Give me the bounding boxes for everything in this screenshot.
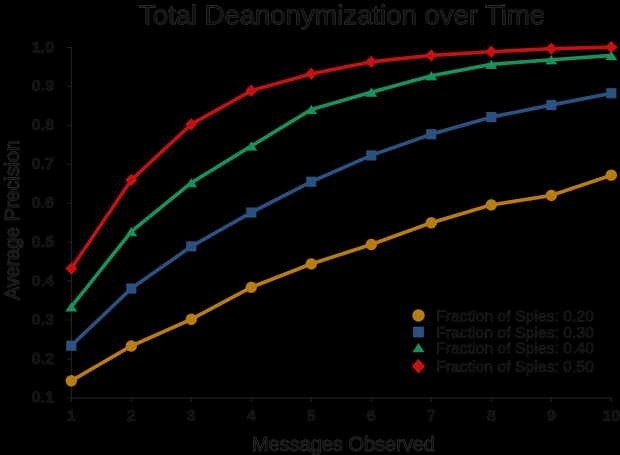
svg-text:0.2: 0.2 <box>32 351 54 368</box>
svg-text:5: 5 <box>307 408 316 425</box>
svg-text:9: 9 <box>547 408 556 425</box>
svg-text:4: 4 <box>247 408 256 425</box>
svg-text:Fraction of Spies: 0.40: Fraction of Spies: 0.40 <box>436 341 594 358</box>
svg-text:6: 6 <box>367 408 376 425</box>
svg-text:Messages Observed: Messages Observed <box>252 434 435 455</box>
svg-text:0.3: 0.3 <box>32 312 54 329</box>
svg-text:0.4: 0.4 <box>32 273 54 290</box>
svg-text:Average Precision: Average Precision <box>2 140 24 300</box>
svg-text:0.9: 0.9 <box>32 78 54 95</box>
svg-text:0.6: 0.6 <box>32 195 54 212</box>
svg-text:Fraction of Spies: 0.20: Fraction of Spies: 0.20 <box>436 309 594 326</box>
svg-text:10: 10 <box>602 408 620 425</box>
svg-text:0.5: 0.5 <box>32 234 54 251</box>
svg-text:0.8: 0.8 <box>32 117 54 134</box>
svg-text:0.7: 0.7 <box>32 156 54 173</box>
svg-text:1: 1 <box>67 408 76 425</box>
svg-text:3: 3 <box>187 408 196 425</box>
svg-text:7: 7 <box>427 408 436 425</box>
svg-text:1.0: 1.0 <box>32 39 54 56</box>
svg-text:Fraction of Spies: 0.50: Fraction of Spies: 0.50 <box>436 359 594 376</box>
svg-text:Fraction of Spies: 0.30: Fraction of Spies: 0.30 <box>436 325 594 342</box>
svg-text:2: 2 <box>127 408 136 425</box>
svg-text:0.1: 0.1 <box>32 390 54 407</box>
svg-text:Total Deanonymization over Tim: Total Deanonymization over Time <box>139 0 545 30</box>
svg-text:8: 8 <box>487 408 496 425</box>
